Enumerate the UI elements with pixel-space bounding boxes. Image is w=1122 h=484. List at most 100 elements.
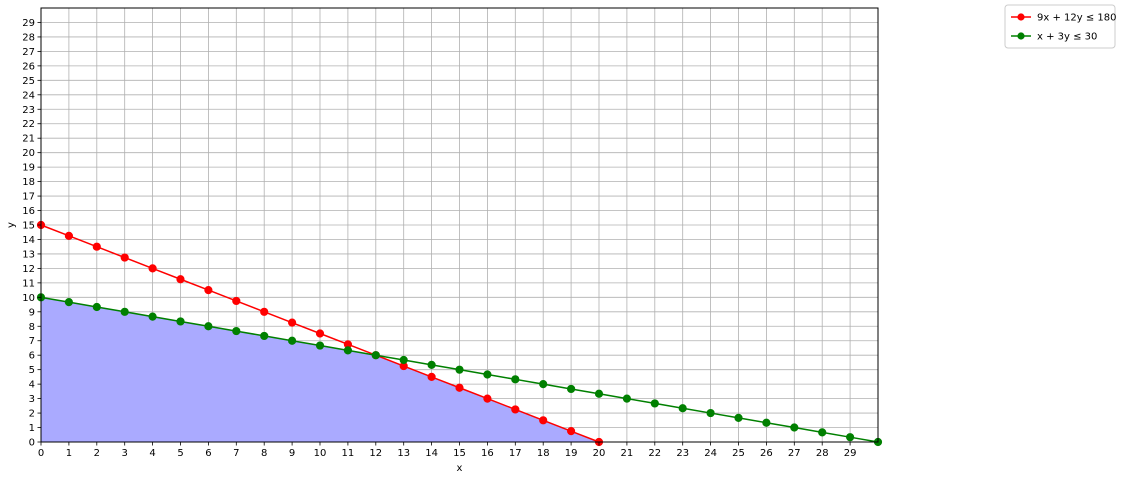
series-1-point [762, 418, 771, 427]
series-0-point [204, 286, 213, 295]
series-1-point [594, 389, 604, 398]
series-0-point [511, 405, 520, 414]
series-1-point [260, 331, 269, 341]
y-tick-label: 13 [22, 249, 35, 260]
series-1-point [511, 375, 520, 384]
x-tick-label: 28 [816, 448, 829, 459]
x-tick-label: 1 [66, 448, 72, 459]
x-tick-label: 4 [149, 448, 155, 459]
series-1-point [343, 346, 352, 355]
x-tick-label: 18 [537, 448, 550, 459]
series-0-point [148, 264, 157, 273]
x-tick-label: 25 [732, 448, 745, 459]
y-tick-label: 19 [22, 163, 35, 174]
series-0-point [427, 372, 436, 381]
x-tick-label: 24 [704, 448, 717, 459]
y-tick-label: 12 [22, 264, 35, 275]
y-tick-label: 7 [29, 336, 35, 347]
series-0-point [260, 307, 269, 316]
y-tick-label: 28 [22, 32, 35, 43]
grid-lines [40, 8, 878, 443]
x-tick-label: 2 [94, 448, 100, 459]
x-tick-label: 22 [648, 448, 661, 459]
y-tick-label: 11 [22, 278, 35, 289]
legend-marker [1017, 13, 1025, 21]
series-1-point [846, 433, 855, 442]
legend-label: 9x + 12y ≤ 180 [1037, 13, 1116, 24]
x-tick-label: 21 [621, 448, 634, 459]
series-1-point [539, 380, 548, 389]
series-1-point [288, 336, 297, 345]
series-0-point [288, 318, 297, 327]
series-1-point [120, 307, 129, 316]
ticks-layer: 0 1 2 3 4 5 6 7 8 9 10 11 12 13 14 15 16 17 18 19 20 21 22 23 24… [22, 18, 856, 459]
y-tick-label: 24 [22, 90, 35, 101]
y-tick-label: 16 [22, 206, 35, 217]
series-1-point [204, 322, 213, 331]
y-tick-label: 25 [22, 76, 35, 87]
y-tick-label: 8 [29, 322, 35, 333]
y-tick-label: 1 [29, 423, 35, 434]
x-tick-label: 29 [844, 448, 857, 459]
y-tick-label: 17 [22, 192, 35, 203]
x-tick-label: 9 [289, 448, 295, 459]
y-tick-label: 4 [29, 380, 35, 391]
series-0-point [455, 383, 464, 392]
y-tick-label: 10 [22, 293, 35, 304]
x-tick-label: 19 [565, 448, 578, 459]
series-1-point [483, 370, 492, 379]
legend: 9x + 12y ≤ 180 x + 3y ≤ 30 [1004, 4, 1116, 49]
legend-marker [1017, 32, 1025, 40]
series-1-point [148, 312, 157, 321]
x-tick-label: 12 [369, 448, 382, 459]
y-tick-label: 22 [22, 119, 35, 130]
y-tick-label: 26 [22, 61, 35, 72]
y-tick-label: 0 [29, 438, 35, 449]
series-1-point [232, 326, 241, 336]
y-tick-label: 27 [22, 47, 35, 58]
y-tick-label: 9 [29, 307, 35, 318]
y-tick-label: 23 [22, 105, 35, 116]
series-1-point [622, 394, 632, 403]
series-1-point [427, 360, 436, 369]
y-tick-label: 2 [29, 409, 35, 420]
x-tick-label: 26 [760, 448, 773, 459]
series-1-point [734, 413, 743, 422]
series-1-point [371, 351, 380, 360]
x-tick-label: 20 [593, 448, 606, 459]
x-tick-label: 0 [38, 448, 44, 459]
series-0-point [232, 296, 241, 306]
x-tick-label: 14 [425, 448, 438, 459]
series-1-point [706, 408, 715, 418]
x-tick-label: 5 [177, 448, 183, 459]
series-layer [36, 220, 883, 447]
series-0-point [92, 242, 101, 251]
series-0-point [64, 231, 74, 240]
series-0-point [567, 427, 576, 436]
x-tick-label: 7 [233, 448, 239, 459]
legend-box [1004, 4, 1116, 49]
series-1-point [455, 365, 464, 374]
x-tick-label: 17 [509, 448, 522, 459]
y-tick-label: 14 [22, 235, 35, 246]
y-tick-label: 29 [22, 18, 35, 29]
series-1-point [790, 423, 799, 432]
series-1-point [315, 341, 325, 350]
x-tick-label: 3 [122, 448, 128, 459]
y-tick-label: 5 [29, 365, 35, 376]
x-tick-label: 15 [453, 448, 466, 459]
series-1-point [650, 399, 659, 408]
x-tick-label: 23 [676, 448, 689, 459]
series-1-point [92, 302, 101, 312]
y-tick-label: 21 [22, 134, 35, 145]
x-tick-label: 27 [788, 448, 801, 459]
y-tick-label: 15 [22, 221, 35, 232]
series-1-point [64, 298, 74, 307]
legend-label: x + 3y ≤ 30 [1037, 32, 1097, 43]
x-axis-label: x [457, 463, 463, 474]
series-1-point [399, 355, 408, 365]
series-0-point [176, 275, 185, 284]
x-tick-label: 8 [261, 448, 267, 459]
series-0-point [483, 394, 492, 403]
y-tick-label: 6 [29, 351, 35, 362]
